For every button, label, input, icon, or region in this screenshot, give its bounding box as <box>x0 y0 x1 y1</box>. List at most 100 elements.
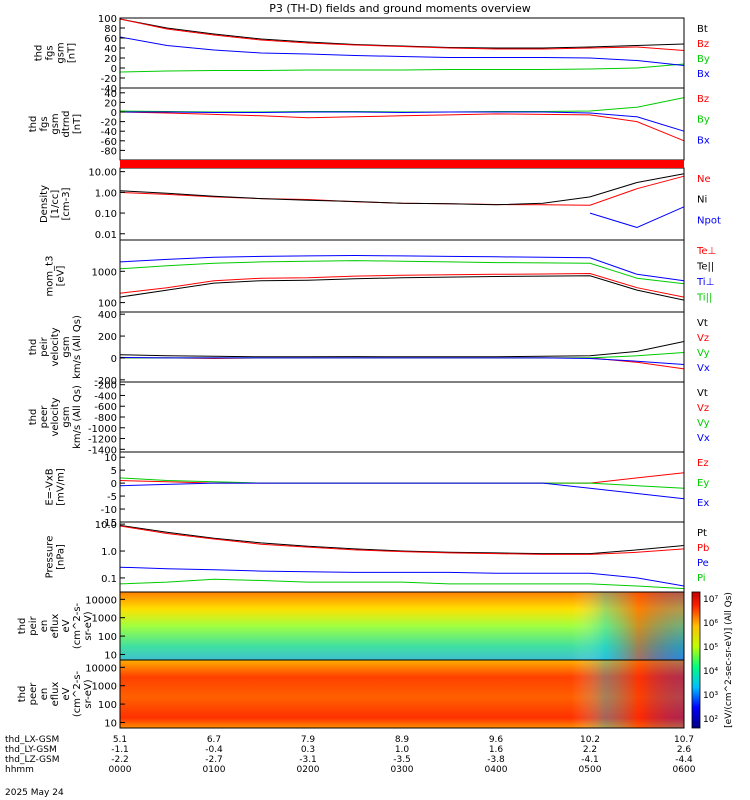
ion_spectrogram-ylabel: (cm^2-s- <box>72 602 83 649</box>
fgs_gsm-legend-2: By <box>697 54 710 65</box>
electron_spectrogram-ylabel: peer <box>28 682 39 706</box>
electron_spectrogram-ylabel: eV <box>61 687 72 700</box>
x-row-value: 0100 <box>203 765 226 775</box>
fgs_dtrend-ytick-label: -40 <box>101 127 117 138</box>
pressure-legend-0: Pt <box>697 528 707 539</box>
electron_spectrogram-ytick-label: 1000 <box>92 682 117 693</box>
efield-legend-0: Ez <box>697 458 709 469</box>
electron_velocity-ylabel: gsm <box>61 406 72 427</box>
colorbar-tick: 10⁵ <box>703 643 718 653</box>
x-row-value: 2.2 <box>583 745 597 755</box>
ion_spectrogram-ylabel: eV <box>61 619 72 632</box>
pressure-ytick-label: 10.0 <box>95 520 117 531</box>
fgs_gsm-ylabel: fgs <box>45 45 56 60</box>
pressure-legend-2: Pe <box>697 558 709 569</box>
x-row-value: 1.0 <box>395 745 410 755</box>
panel-electron_velocity: -200-400-600-800-1000-1200-1400 thd peer ve… <box>28 381 710 457</box>
electron_spectrogram-ylabel: en <box>39 688 50 701</box>
temperature-ylabel: mom_t3 <box>45 256 56 297</box>
electron_spectrogram-shading <box>120 660 684 728</box>
density-ytick-label: 10.00 <box>88 168 117 179</box>
x-row-value: 0600 <box>673 765 696 775</box>
x-row-value: -3.1 <box>299 755 317 765</box>
x-row-value: -4.1 <box>581 755 599 765</box>
electron_velocity-ytick-label: -200 <box>94 381 117 392</box>
density-ytick-label: 1.00 <box>95 188 117 199</box>
ion_velocity-ylabel: km/s (All Qs) <box>72 315 83 379</box>
efield-ytick-label: -15 <box>101 518 117 529</box>
ion_velocity-ytick-label: 0 <box>111 354 117 365</box>
separator-bar <box>120 160 684 168</box>
ion_spectrogram-ylabel: peir <box>28 615 39 635</box>
colorbar-tick: 10⁴ <box>703 667 718 677</box>
colorbar-tick: 10² <box>703 715 718 725</box>
electron_velocity-ytick-label: -1200 <box>88 435 117 446</box>
efield-ytick-label: 10 <box>104 453 117 464</box>
fgs_gsm-ytick-label: 0 <box>111 64 117 75</box>
density-legend-2: Npot <box>697 215 721 226</box>
fgs_gsm-legend-3: Bx <box>697 69 710 80</box>
electron_velocity-ytick-label: -1000 <box>88 424 117 435</box>
x-row-value: 0300 <box>391 765 414 775</box>
electron_velocity-legend-0: Vt <box>697 388 708 399</box>
panel-temperature: 1000 100 mom_t3 [eV] Te⊥ Te|| Ti⊥ Ti|| <box>45 239 716 313</box>
x-row-value: 0.3 <box>301 745 315 755</box>
fgs_gsm-ytick-label: 20 <box>104 54 117 65</box>
x-row-value: -2.2 <box>111 755 129 765</box>
fgs_dtrend-ytick-label: 0 <box>111 108 117 119</box>
colorbar-tick: 10³ <box>703 691 718 701</box>
x-row-value: 7.9 <box>301 735 316 745</box>
fgs_gsm-ytick-label: 40 <box>104 44 117 55</box>
electron_spectrogram-frame <box>119 659 685 729</box>
pressure-line-0 <box>119 524 685 555</box>
density-ylabel: Density <box>39 185 50 223</box>
fgs_dtrend-ylabel: [nT] <box>72 114 83 134</box>
efield-ytick-label: -10 <box>101 505 117 516</box>
ion_spectrogram-ytick-label: 100 <box>98 632 117 643</box>
electron_spectrogram-ylabel: (cm^2-s- <box>72 670 83 717</box>
electron_spectrogram-ytick-label: 10000 <box>85 663 117 674</box>
x-axis-table: thd_LX-GSM 5.1 6.7 7.9 8.9 9.6 10.2 10.7 thd_LY-… <box>5 735 696 775</box>
electron_velocity-ytick-label: -400 <box>94 391 117 402</box>
x-row-value: 0000 <box>109 765 132 775</box>
fgs_gsm-ylabel: gsm <box>56 42 67 63</box>
fgs_dtrend-ytick-label: 20 <box>104 98 117 109</box>
x-row-value: 10.7 <box>674 735 694 745</box>
fgs_gsm-line-3 <box>119 36 685 66</box>
pressure-ytick-label: 1.0 <box>101 547 117 558</box>
fgs_dtrend-ylabel: gsm <box>50 113 61 134</box>
fgs_dtrend-ytick-label: -20 <box>101 118 117 129</box>
ion_velocity-frame <box>119 311 685 383</box>
ion_spectrogram-ytick-label: 10 <box>104 650 117 661</box>
density-legend-1: Ni <box>697 195 707 206</box>
temperature-ytick-label: 100 <box>98 299 117 310</box>
fgs_gsm-ylabel: thd <box>34 45 45 62</box>
electron_spectrogram-ytick-label: 100 <box>98 700 117 711</box>
colorbar-label: [eV/(cm^2-sec-sr-eV)] (All Qs) <box>724 592 734 728</box>
x-row-label: hhmm <box>5 765 34 775</box>
colorbar-tick: 10⁷ <box>703 595 718 605</box>
ion_velocity-ylabel: peir <box>39 336 50 356</box>
ion_velocity-legend-2: Vy <box>697 348 710 359</box>
efield-ytick-label: 5 <box>111 466 117 477</box>
ion_velocity-ytick-label: 400 <box>98 310 117 321</box>
efield-ytick-label: 0 <box>111 479 117 490</box>
ion_velocity-legend-0: Vt <box>697 318 708 329</box>
panel-pressure: 10.0 1.0 0.1 Pressure [nPa] Pt Pb Pe Pi <box>45 520 709 593</box>
efield-ytick-label: -5 <box>107 492 117 503</box>
ion_velocity-ylabel: gsm <box>61 336 72 357</box>
electron_velocity-ylabel: velocity <box>50 397 61 436</box>
x-row-value: 9.6 <box>489 735 504 745</box>
efield-ylabel: [mV/m] <box>56 468 67 506</box>
electron_velocity-ytick-label: -600 <box>94 402 117 413</box>
fgs_gsm-ytick-label: -40 <box>101 84 117 95</box>
efield-legend-1: Ey <box>697 478 709 489</box>
x-row-value: 8.9 <box>395 735 410 745</box>
panel-density: 10.00 1.00 0.10 0.01 Density [1/cc] [cm-3] Ne Ni… <box>39 167 721 241</box>
x-row-value: -3.8 <box>487 755 505 765</box>
fgs_dtrend-legend-0: Bz <box>697 94 709 105</box>
fgs_dtrend-legend-2: Bx <box>697 135 710 146</box>
